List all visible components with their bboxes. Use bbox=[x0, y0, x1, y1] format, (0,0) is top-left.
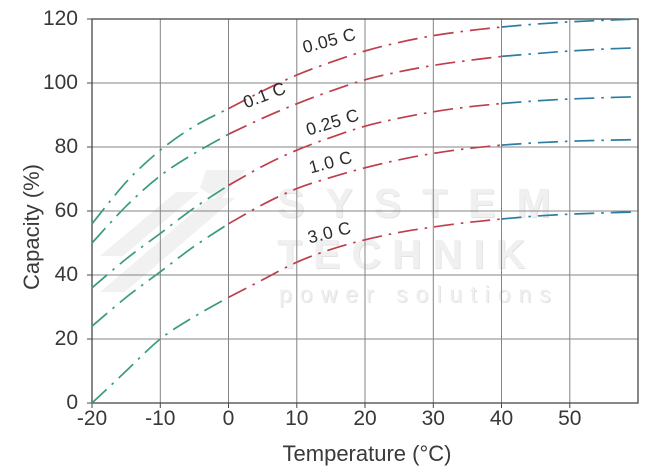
curve-025C-hot bbox=[501, 95, 639, 105]
y-tick-label: 0 bbox=[66, 391, 78, 414]
x-tick-label: 50 bbox=[558, 407, 582, 430]
y-tick-label: 120 bbox=[42, 7, 78, 30]
y-tick-label: 40 bbox=[54, 263, 78, 286]
plot-border bbox=[91, 18, 639, 404]
curve-01C-hot bbox=[501, 46, 639, 58]
x-axis-title: Temperature (°C) bbox=[282, 441, 452, 466]
curve-30C-mid bbox=[228, 218, 502, 299]
x-tick-label: 10 bbox=[285, 407, 309, 430]
x-tick-label: 20 bbox=[353, 407, 377, 430]
curve-005C-hot bbox=[501, 18, 639, 28]
x-tick-label: 40 bbox=[489, 407, 514, 430]
watermark-logo-swoosh bbox=[100, 170, 246, 292]
curve-10C-cold bbox=[91, 223, 229, 327]
watermark-text-power-solutions: power solutions bbox=[279, 281, 559, 307]
curve-005C-mid bbox=[228, 26, 502, 110]
curve-30C-hot bbox=[501, 211, 639, 220]
curve-005C-cold bbox=[91, 107, 229, 225]
y-tick-label: 60 bbox=[54, 199, 78, 222]
curve-label: 0.25 C bbox=[304, 105, 362, 140]
curve-label: 3.0 C bbox=[306, 217, 354, 247]
curve-label: 0.05 C bbox=[300, 24, 358, 57]
curve-01C-mid bbox=[228, 55, 502, 135]
curve-025C-mid bbox=[228, 102, 502, 187]
curve-10C-mid bbox=[228, 144, 502, 225]
curve-01C-cold bbox=[91, 133, 229, 244]
curve-10C-hot bbox=[501, 138, 639, 146]
x-tick-label: -10 bbox=[145, 407, 176, 430]
watermark-text-technik: TECHNIK bbox=[277, 231, 537, 277]
x-tick-label: 30 bbox=[421, 407, 445, 430]
curve-label: 1.0 C bbox=[307, 147, 355, 178]
y-tick-label: 80 bbox=[54, 135, 78, 158]
y-tick-label: 100 bbox=[42, 71, 78, 94]
y-tick-label: 20 bbox=[54, 327, 78, 350]
curve-30C-cold bbox=[91, 296, 229, 404]
x-tick-label: 0 bbox=[222, 407, 235, 430]
curve-025C-cold bbox=[91, 184, 229, 289]
x-tick-label: -20 bbox=[76, 407, 108, 430]
